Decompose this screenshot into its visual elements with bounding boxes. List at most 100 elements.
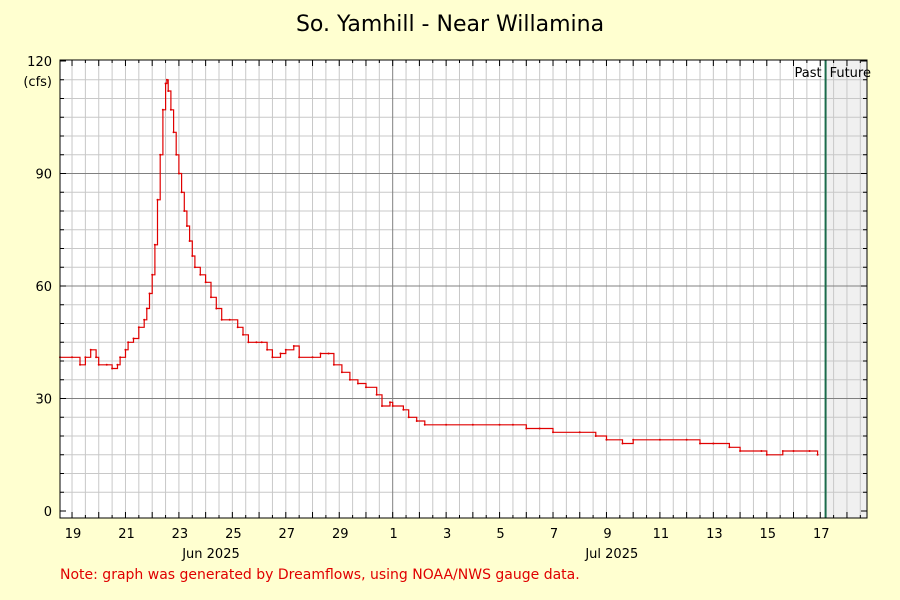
data-point: [594, 435, 597, 437]
data-point: [380, 405, 383, 407]
data-point: [356, 382, 359, 385]
y-unit-label: (cfs): [23, 75, 52, 90]
data-point: [79, 363, 82, 366]
data-point: [327, 352, 330, 355]
data-point: [132, 337, 135, 340]
data-point: [319, 352, 322, 355]
data-point: [153, 243, 156, 246]
data-point: [204, 281, 207, 284]
data-point: [348, 378, 351, 381]
data-point: [525, 427, 528, 430]
y-tick-label: 60: [35, 280, 52, 295]
data-point: [298, 356, 301, 359]
data-point: [193, 266, 196, 269]
data-point: [423, 423, 426, 426]
data-point: [220, 318, 223, 321]
data-point: [111, 367, 114, 370]
y-tick-label: 0: [44, 505, 52, 520]
data-point: [279, 352, 282, 355]
data-point: [260, 341, 263, 344]
data-point: [621, 442, 624, 445]
data-point: [792, 450, 795, 452]
data-point: [185, 225, 188, 227]
data-point: [175, 153, 178, 156]
data-point: [552, 431, 555, 434]
data-point: [816, 453, 819, 456]
x-tick-label: 13: [706, 527, 723, 542]
x-tick-label: 29: [332, 527, 349, 542]
data-point: [127, 341, 130, 344]
data-point: [172, 131, 175, 134]
plot-background: [60, 60, 867, 518]
data-point: [247, 341, 250, 344]
x-tick-label: 5: [496, 527, 504, 542]
x-tick-label: 25: [225, 527, 242, 542]
data-point: [143, 318, 146, 321]
data-point: [698, 442, 701, 445]
chart-title: So. Yamhill - Near Willamina: [295, 12, 605, 37]
data-point: [340, 371, 343, 374]
data-point: [402, 408, 405, 411]
x-tick-label: 9: [603, 527, 611, 542]
data-point: [199, 273, 202, 276]
x-tick-label: 21: [118, 527, 135, 542]
x-tick-label: 17: [813, 527, 830, 542]
data-point: [159, 153, 162, 156]
x-tick-label: 23: [172, 527, 189, 542]
plot-frame: [59, 59, 868, 519]
data-point: [97, 363, 100, 366]
axis-ticks: [60, 60, 867, 518]
data-point: [242, 333, 245, 336]
x-tick-label: 19: [65, 527, 82, 542]
data-point: [471, 423, 474, 426]
data-point: [116, 363, 119, 366]
data-point: [271, 356, 274, 359]
data-point: [124, 348, 127, 351]
data-point: [215, 307, 218, 310]
data-point: [89, 348, 92, 351]
data-point: [332, 363, 335, 366]
data-point: [156, 198, 159, 201]
x-tick-label: 15: [760, 527, 777, 542]
month-label: Jul 2025: [584, 547, 638, 562]
x-tick-label: 7: [550, 527, 558, 542]
data-point: [167, 90, 170, 92]
data-point: [538, 427, 541, 430]
data-point: [180, 191, 183, 194]
data-point: [177, 172, 180, 175]
past-label: Past: [794, 66, 821, 81]
data-point: [781, 450, 784, 452]
data-point: [578, 431, 581, 434]
data-point: [685, 438, 688, 441]
y-tick-label: 30: [35, 393, 52, 408]
data-point: [84, 356, 87, 359]
x-tick-label: 3: [443, 527, 451, 542]
data-point: [105, 363, 108, 366]
data-point: [188, 240, 191, 242]
data-point: [191, 255, 194, 257]
data-point: [284, 348, 287, 351]
data-point: [765, 453, 768, 456]
data-point: [712, 442, 715, 445]
data-point: [164, 82, 167, 85]
source-note: Note: graph was generated by Dreamflows,…: [60, 567, 580, 583]
data-point: [209, 296, 212, 299]
data-point: [632, 438, 635, 441]
series-layer: [59, 78, 819, 456]
data-point: [145, 307, 148, 310]
data-point: [161, 108, 164, 111]
series-line: [60, 79, 819, 456]
x-tick-label: 1: [390, 527, 398, 542]
data-point: [228, 318, 231, 321]
data-point: [165, 78, 168, 81]
data-point: [151, 273, 154, 276]
data-point: [445, 423, 448, 426]
future-label: Future: [830, 66, 871, 81]
data-point: [415, 420, 418, 422]
data-point: [808, 450, 811, 452]
data-point: [605, 438, 608, 441]
data-point: [728, 446, 731, 449]
data-point: [183, 210, 186, 212]
